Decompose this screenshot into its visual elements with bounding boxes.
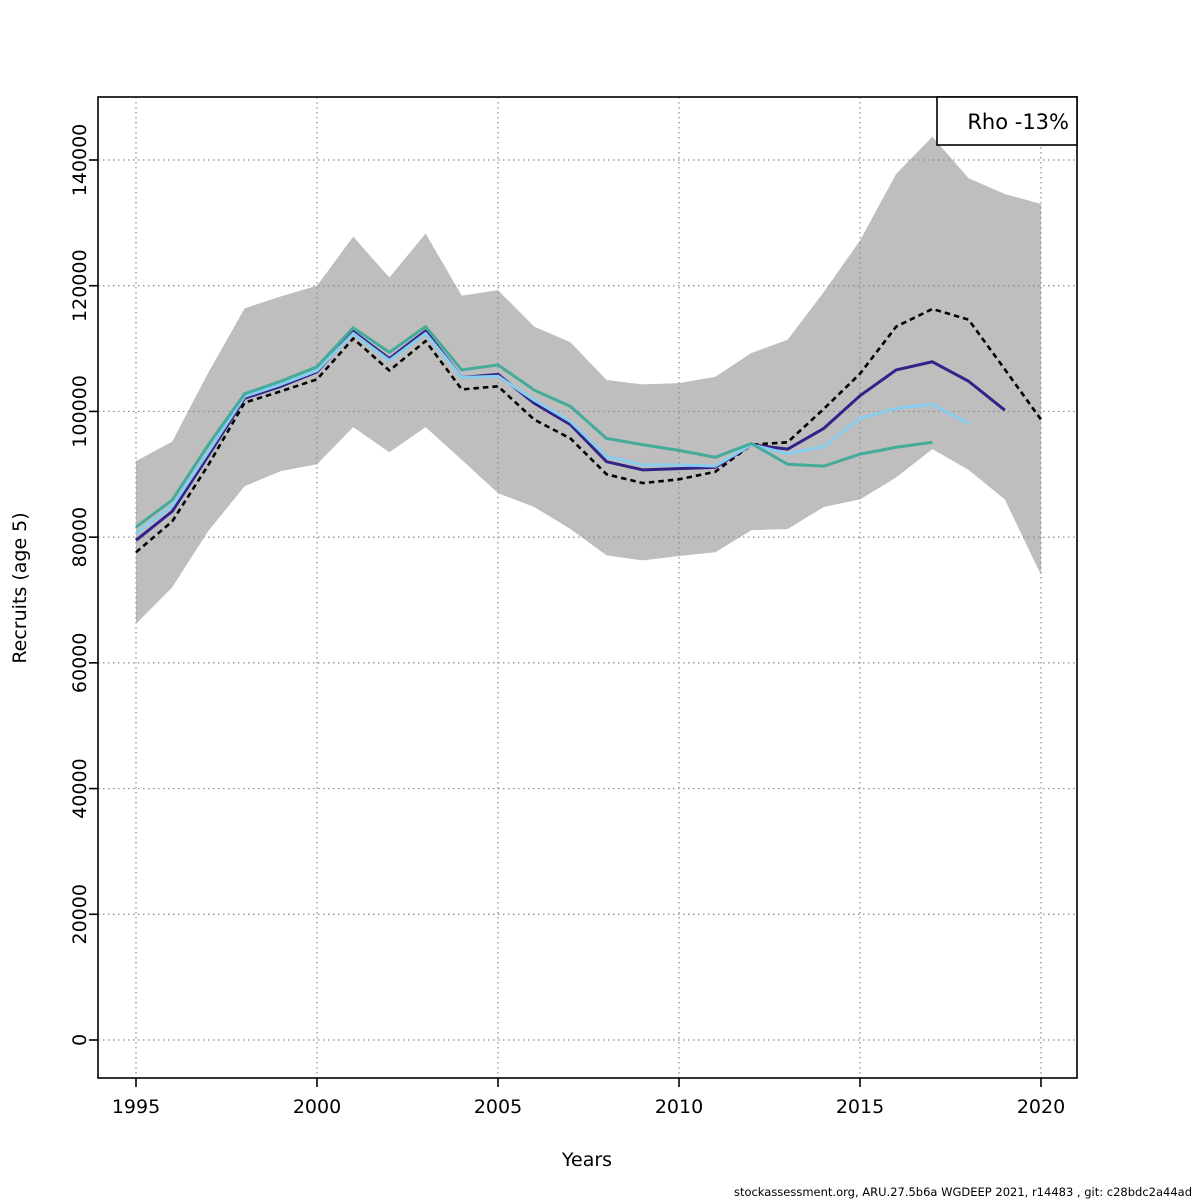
y-tick-label: 140000 (69, 124, 91, 197)
y-tick-label: 40000 (69, 758, 91, 818)
y-tick-label: 60000 (69, 633, 91, 693)
x-tick-label: 2000 (293, 1096, 341, 1118)
y-axis-title: Recruits (age 5) (9, 512, 31, 663)
x-tick-label: 1995 (112, 1096, 160, 1118)
retro-peel-2017-line (135, 325, 933, 529)
retro-peel-2019-line (135, 329, 1006, 542)
y-tick-label: 20000 (69, 884, 91, 944)
legend-box: Rho -13% (936, 96, 1078, 146)
y-tick-label: 100000 (69, 375, 91, 448)
x-tick-label: 2010 (655, 1096, 703, 1118)
y-tick-label: 0 (69, 1034, 91, 1046)
series-layer (135, 307, 1043, 554)
grid-layer (98, 97, 1077, 1078)
footer-citation: stockassessment.org, ARU.27.5b6a WGDEEP … (734, 1185, 1192, 1199)
base-run-2020-line (135, 307, 1043, 554)
confidence-band (136, 136, 1041, 624)
x-axis-title: Years (561, 1149, 612, 1171)
y-tick-label: 120000 (69, 249, 91, 322)
confidence-band-layer (136, 136, 1041, 624)
x-tick-label: 2020 (1017, 1096, 1065, 1118)
plot-border (97, 96, 1078, 1079)
legend-rho-label: Rho -13% (967, 110, 1069, 134)
axis-layer: 1995 2000 2005 2010 2015 2020 0 20000 40000 60000… (69, 124, 1065, 1118)
x-tick-label: 2015 (836, 1096, 884, 1118)
retro-peel-2018-line (135, 331, 970, 535)
y-tick-label: 80000 (69, 507, 91, 567)
legend-frame (936, 96, 1078, 146)
x-tick-label: 2005 (474, 1096, 522, 1118)
